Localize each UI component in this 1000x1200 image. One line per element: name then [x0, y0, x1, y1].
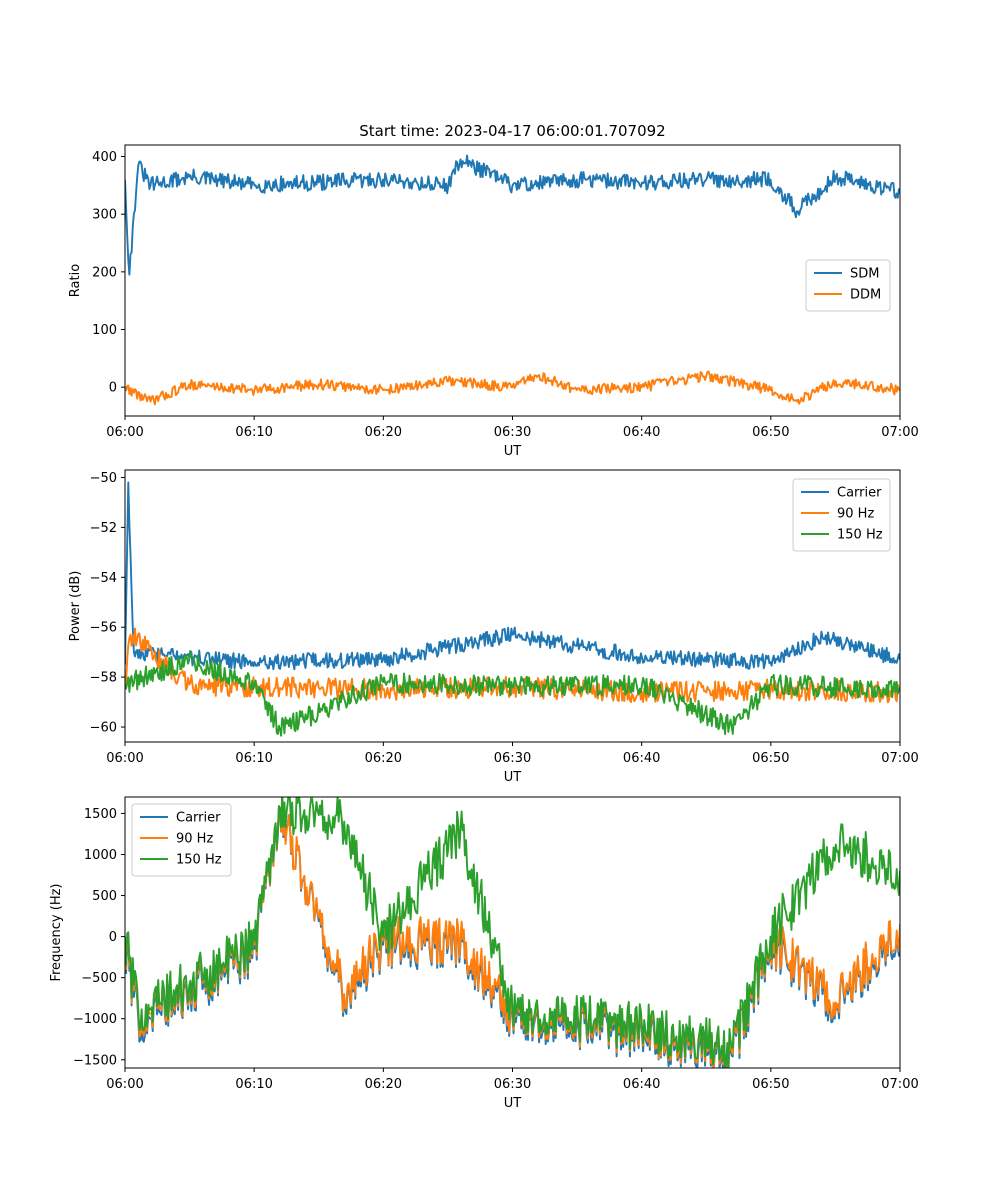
panel-2: 06:00 06:10 06:20 06:30 06:40 06:50 07:00 −60 −5… — [68, 469, 919, 785]
y-tick-label: −60 — [90, 721, 117, 736]
y-tick-label: 0 — [109, 381, 117, 396]
plot-area-3 — [125, 797, 900, 1068]
y-tick-label: 1500 — [84, 807, 117, 822]
legend: SDM DDM — [805, 259, 891, 312]
x-tick-label: 06:10 — [235, 425, 272, 440]
y-tick-label: 500 — [92, 889, 117, 904]
y-tick-label: 1000 — [84, 848, 117, 863]
figure-title: Start time: 2023-04-17 06:00:01.707092 — [359, 122, 665, 140]
x-tick-label: 06:40 — [623, 425, 660, 440]
y-tick-label: −56 — [90, 621, 117, 636]
y-tick-label: −54 — [90, 571, 117, 586]
x-axis-label: UT — [504, 1096, 522, 1111]
legend-entry: DDM — [850, 288, 881, 303]
legend-entry: 90 Hz — [837, 507, 874, 522]
x-tick-label: 06:00 — [106, 751, 143, 766]
y-tick-label: 200 — [92, 265, 117, 280]
x-tick-label: 06:00 — [106, 1077, 143, 1092]
y-tick-label: −500 — [81, 971, 117, 986]
x-tick-label: 06:00 — [106, 425, 143, 440]
y-axis-label: Frequency (Hz) — [49, 883, 64, 981]
y-tick-label: −50 — [90, 471, 117, 486]
legend-entry: 90 Hz — [176, 832, 213, 847]
legend-entry: Carrier — [176, 811, 221, 826]
x-tick-label: 06:20 — [365, 425, 402, 440]
x-tick-label: 06:20 — [365, 751, 402, 766]
x-tick-label: 06:10 — [235, 751, 272, 766]
plot-area-2 — [125, 481, 900, 737]
legend: Carrier 90 Hz 150 Hz — [792, 478, 891, 552]
x-tick-label: 06:30 — [494, 1077, 531, 1092]
x-axis-label: UT — [504, 444, 522, 459]
y-tick-label: −52 — [90, 521, 117, 536]
series-line-150-hz — [125, 650, 900, 737]
y-tick-label: 400 — [92, 150, 117, 165]
y-axis-label: Power (dB) — [68, 571, 83, 642]
x-tick-label: 06:10 — [235, 1077, 272, 1092]
y-tick-label: 100 — [92, 323, 117, 338]
series-line-ddm — [125, 370, 900, 406]
series-line-sdm — [125, 154, 900, 276]
x-tick-label: 06:50 — [752, 1077, 789, 1092]
x-tick-label: 06:30 — [494, 425, 531, 440]
x-tick-label: 06:30 — [494, 751, 531, 766]
legend-entry: Carrier — [837, 486, 882, 501]
panels: 06:00 06:10 06:20 06:30 06:40 06:50 07:00 0 100 2… — [49, 144, 919, 1111]
series-line-150-hz — [125, 797, 900, 1068]
x-tick-label: 06:50 — [752, 425, 789, 440]
legend-entry: 150 Hz — [837, 528, 883, 543]
x-axis-label: UT — [504, 770, 522, 785]
series-line-carrier — [125, 481, 900, 671]
x-tick-label: 06:40 — [623, 751, 660, 766]
x-tick-label: 06:40 — [623, 1077, 660, 1092]
y-tick-label: −1000 — [73, 1012, 117, 1027]
x-tick-label: 07:00 — [881, 1077, 918, 1092]
x-tick-label: 06:50 — [752, 751, 789, 766]
legend: Carrier 90 Hz 150 Hz — [131, 803, 232, 877]
legend-entry: SDM — [850, 267, 879, 282]
panel-3: 06:00 06:10 06:20 06:30 06:40 06:50 07:00 −1500… — [49, 796, 919, 1111]
y-tick-label: −58 — [90, 671, 117, 686]
y-tick-label: 0 — [109, 930, 117, 945]
legend-entry: 150 Hz — [176, 853, 222, 868]
y-tick-label: 300 — [92, 208, 117, 223]
y-axis-label: Ratio — [68, 264, 83, 297]
x-tick-label: 06:20 — [365, 1077, 402, 1092]
plot-area-1 — [125, 154, 900, 406]
x-tick-label: 07:00 — [881, 425, 918, 440]
x-tick-label: 07:00 — [881, 751, 918, 766]
y-tick-label: −1500 — [73, 1053, 117, 1068]
panel-1: 06:00 06:10 06:20 06:30 06:40 06:50 07:00 0 100 2… — [68, 144, 919, 459]
